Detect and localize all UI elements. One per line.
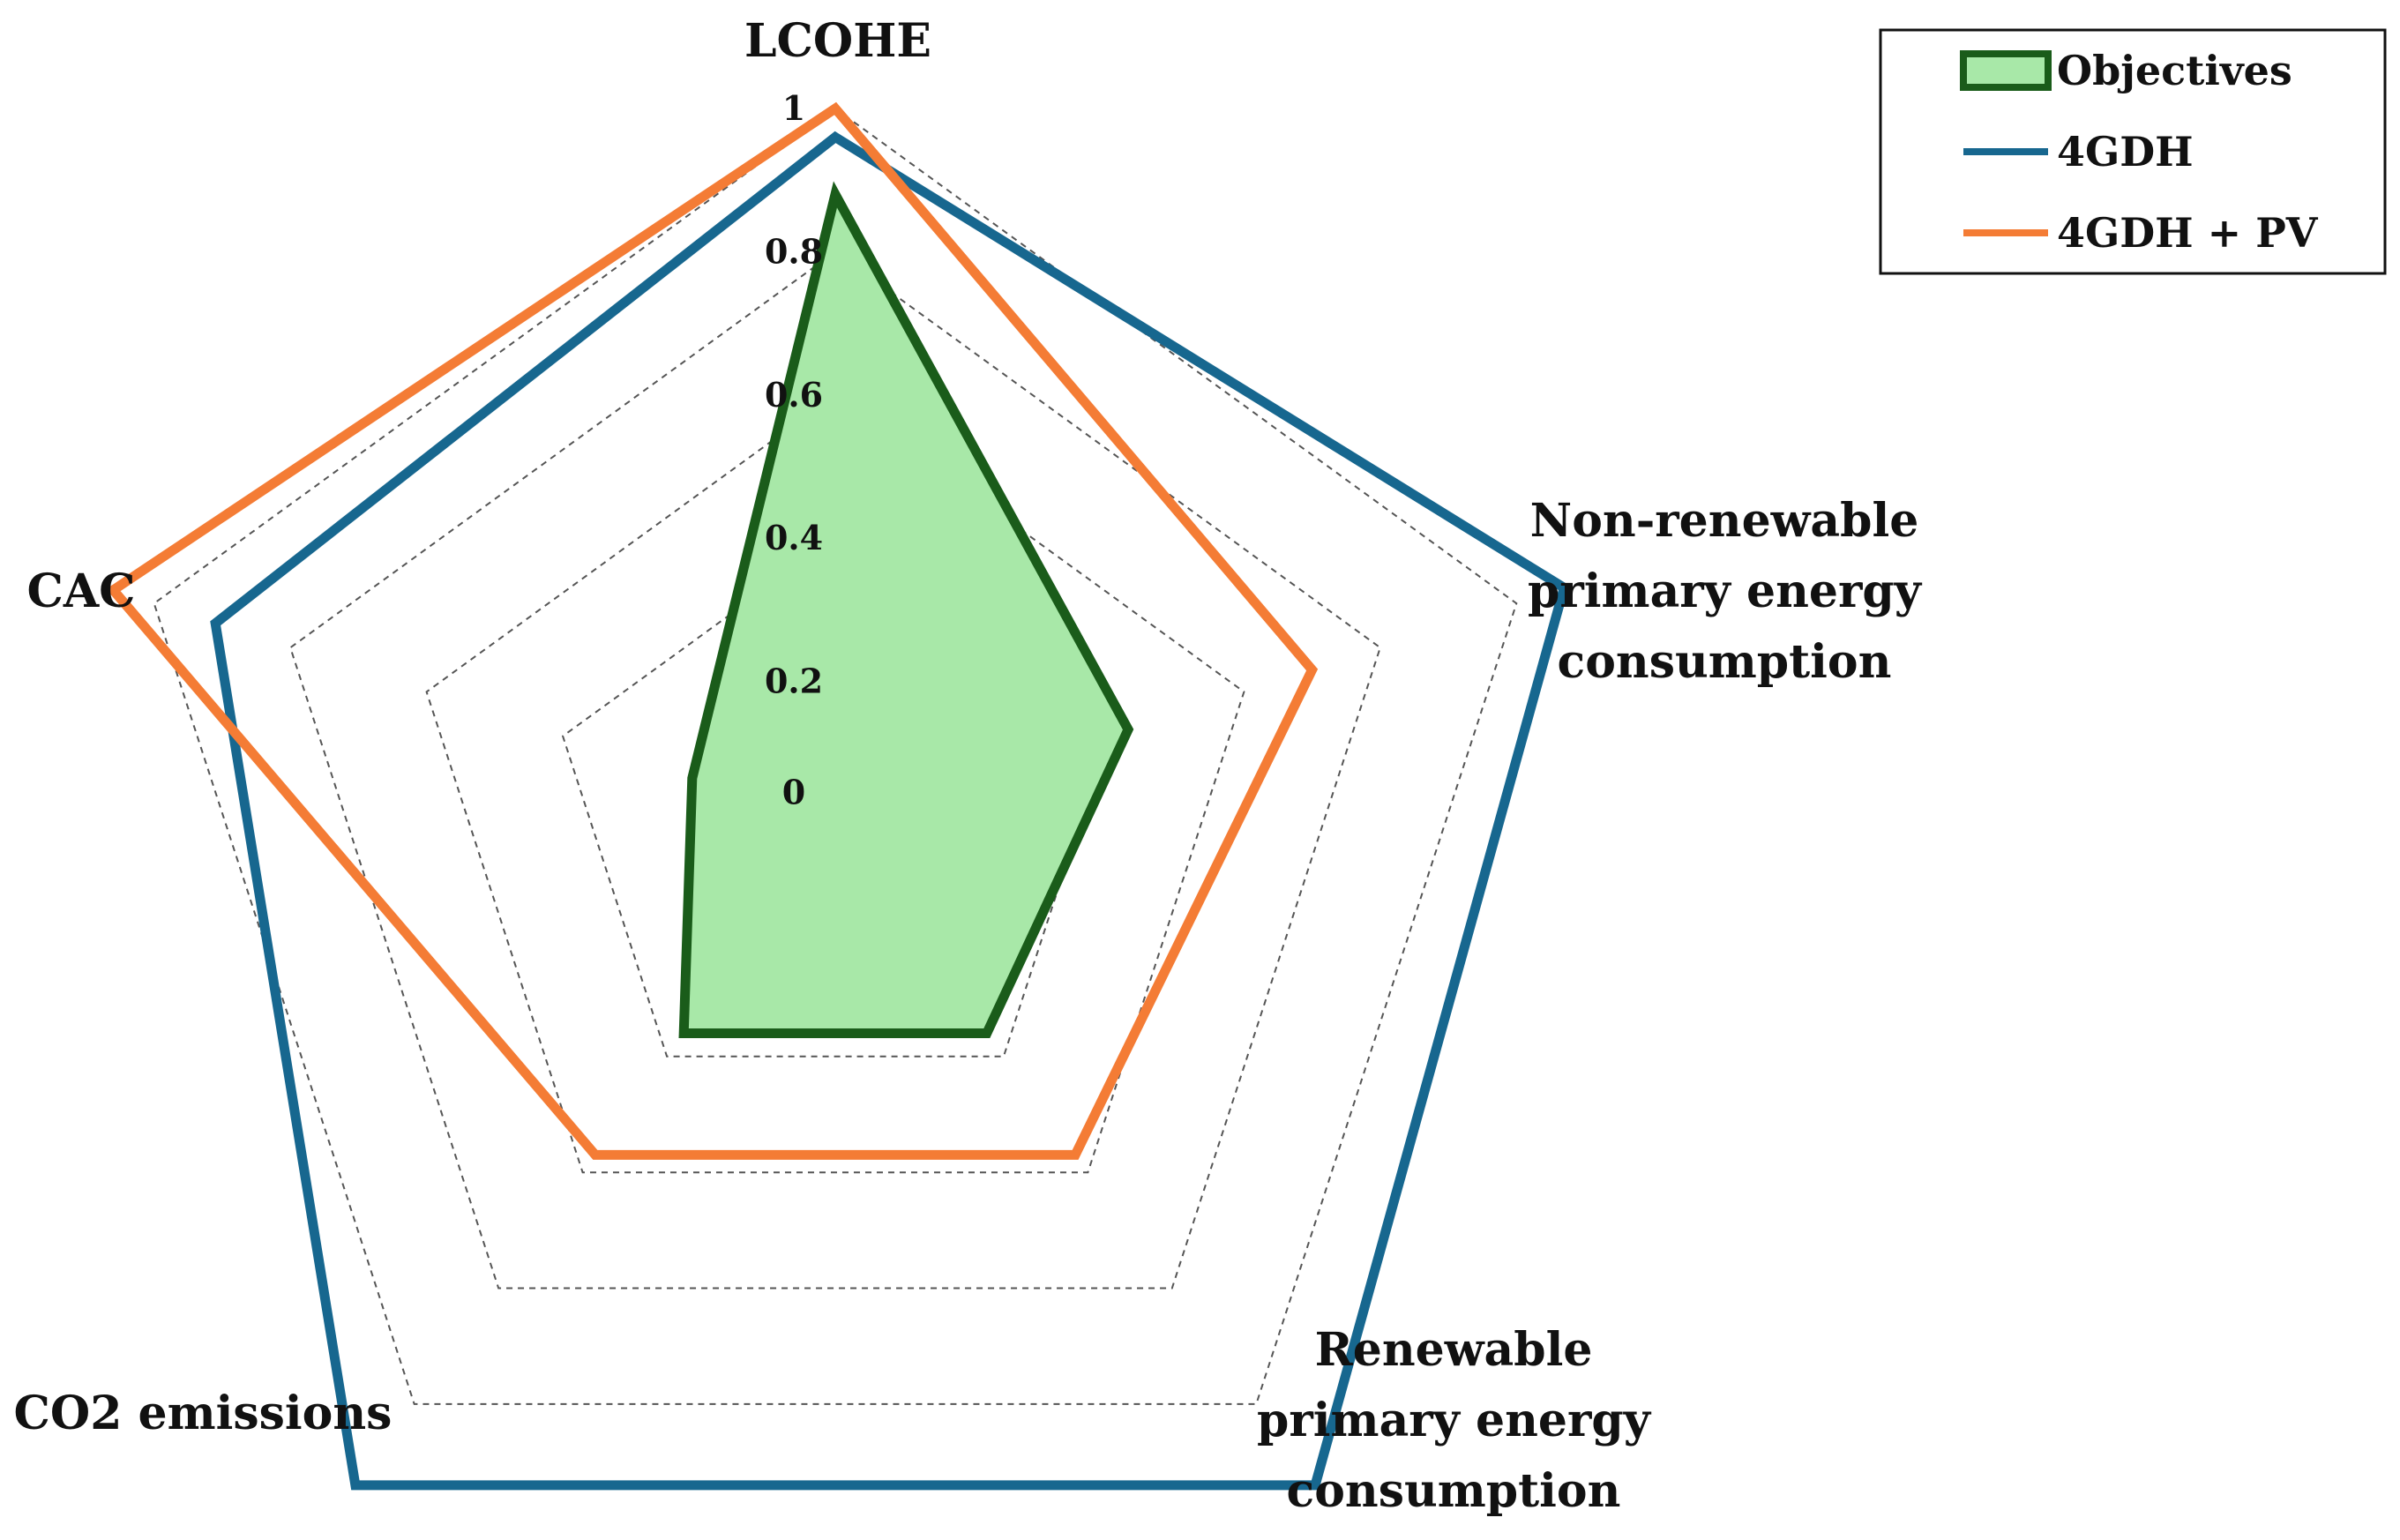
axis-labels: LCOHE Non-renewable primary energy consumpt… bbox=[14, 14, 1923, 1518]
tick-label: 0.8 bbox=[765, 231, 823, 271]
series-layer bbox=[106, 101, 1570, 1491]
series-4gdh-pv bbox=[106, 101, 1319, 1160]
legend-label-objectives: Objectives bbox=[2057, 47, 2292, 94]
axis-label-renewable-primary-energy-consumption: Renewable bbox=[1315, 1323, 1593, 1377]
series-4gdh bbox=[210, 131, 1570, 1491]
axis-label-renewable-primary-energy-consumption: primary energy bbox=[1257, 1394, 1652, 1447]
axis-label-co2-emissions: CO2 emissions bbox=[14, 1387, 393, 1440]
axis-label-non-renewable-primary-energy-consumption: consumption bbox=[1558, 635, 1892, 689]
legend-swatch-objectives bbox=[1960, 50, 2052, 91]
tick-label: 0.6 bbox=[765, 375, 823, 415]
grid-ring-3 bbox=[425, 393, 1245, 1174]
tick-label: 1 bbox=[782, 88, 805, 128]
series-objectives bbox=[678, 181, 1134, 1038]
tick-labels: 0 0.2 0.4 0.6 0.8 1 bbox=[765, 88, 823, 812]
axis-label-renewable-primary-energy-consumption: consumption bbox=[1287, 1464, 1621, 1518]
axis-label-lcohe: LCOHE bbox=[744, 14, 931, 68]
axis-label-cac: CAC bbox=[26, 564, 135, 618]
legend-label-4gdh-pv: 4GDH + PV bbox=[2057, 209, 2319, 257]
tick-label: 0.2 bbox=[765, 662, 823, 701]
legend-label-4gdh: 4GDH bbox=[2057, 128, 2194, 176]
axis-label-non-renewable-primary-energy-consumption: primary energy bbox=[1528, 564, 1923, 618]
grid-ring-5 bbox=[153, 107, 1518, 1405]
tick-label: 0 bbox=[782, 773, 805, 812]
tick-label: 0.4 bbox=[765, 518, 823, 557]
axis-label-non-renewable-primary-energy-consumption: Non-renewable bbox=[1530, 494, 1919, 548]
legend: Objectives 4GDH 4GDH + PV bbox=[1879, 28, 2387, 275]
